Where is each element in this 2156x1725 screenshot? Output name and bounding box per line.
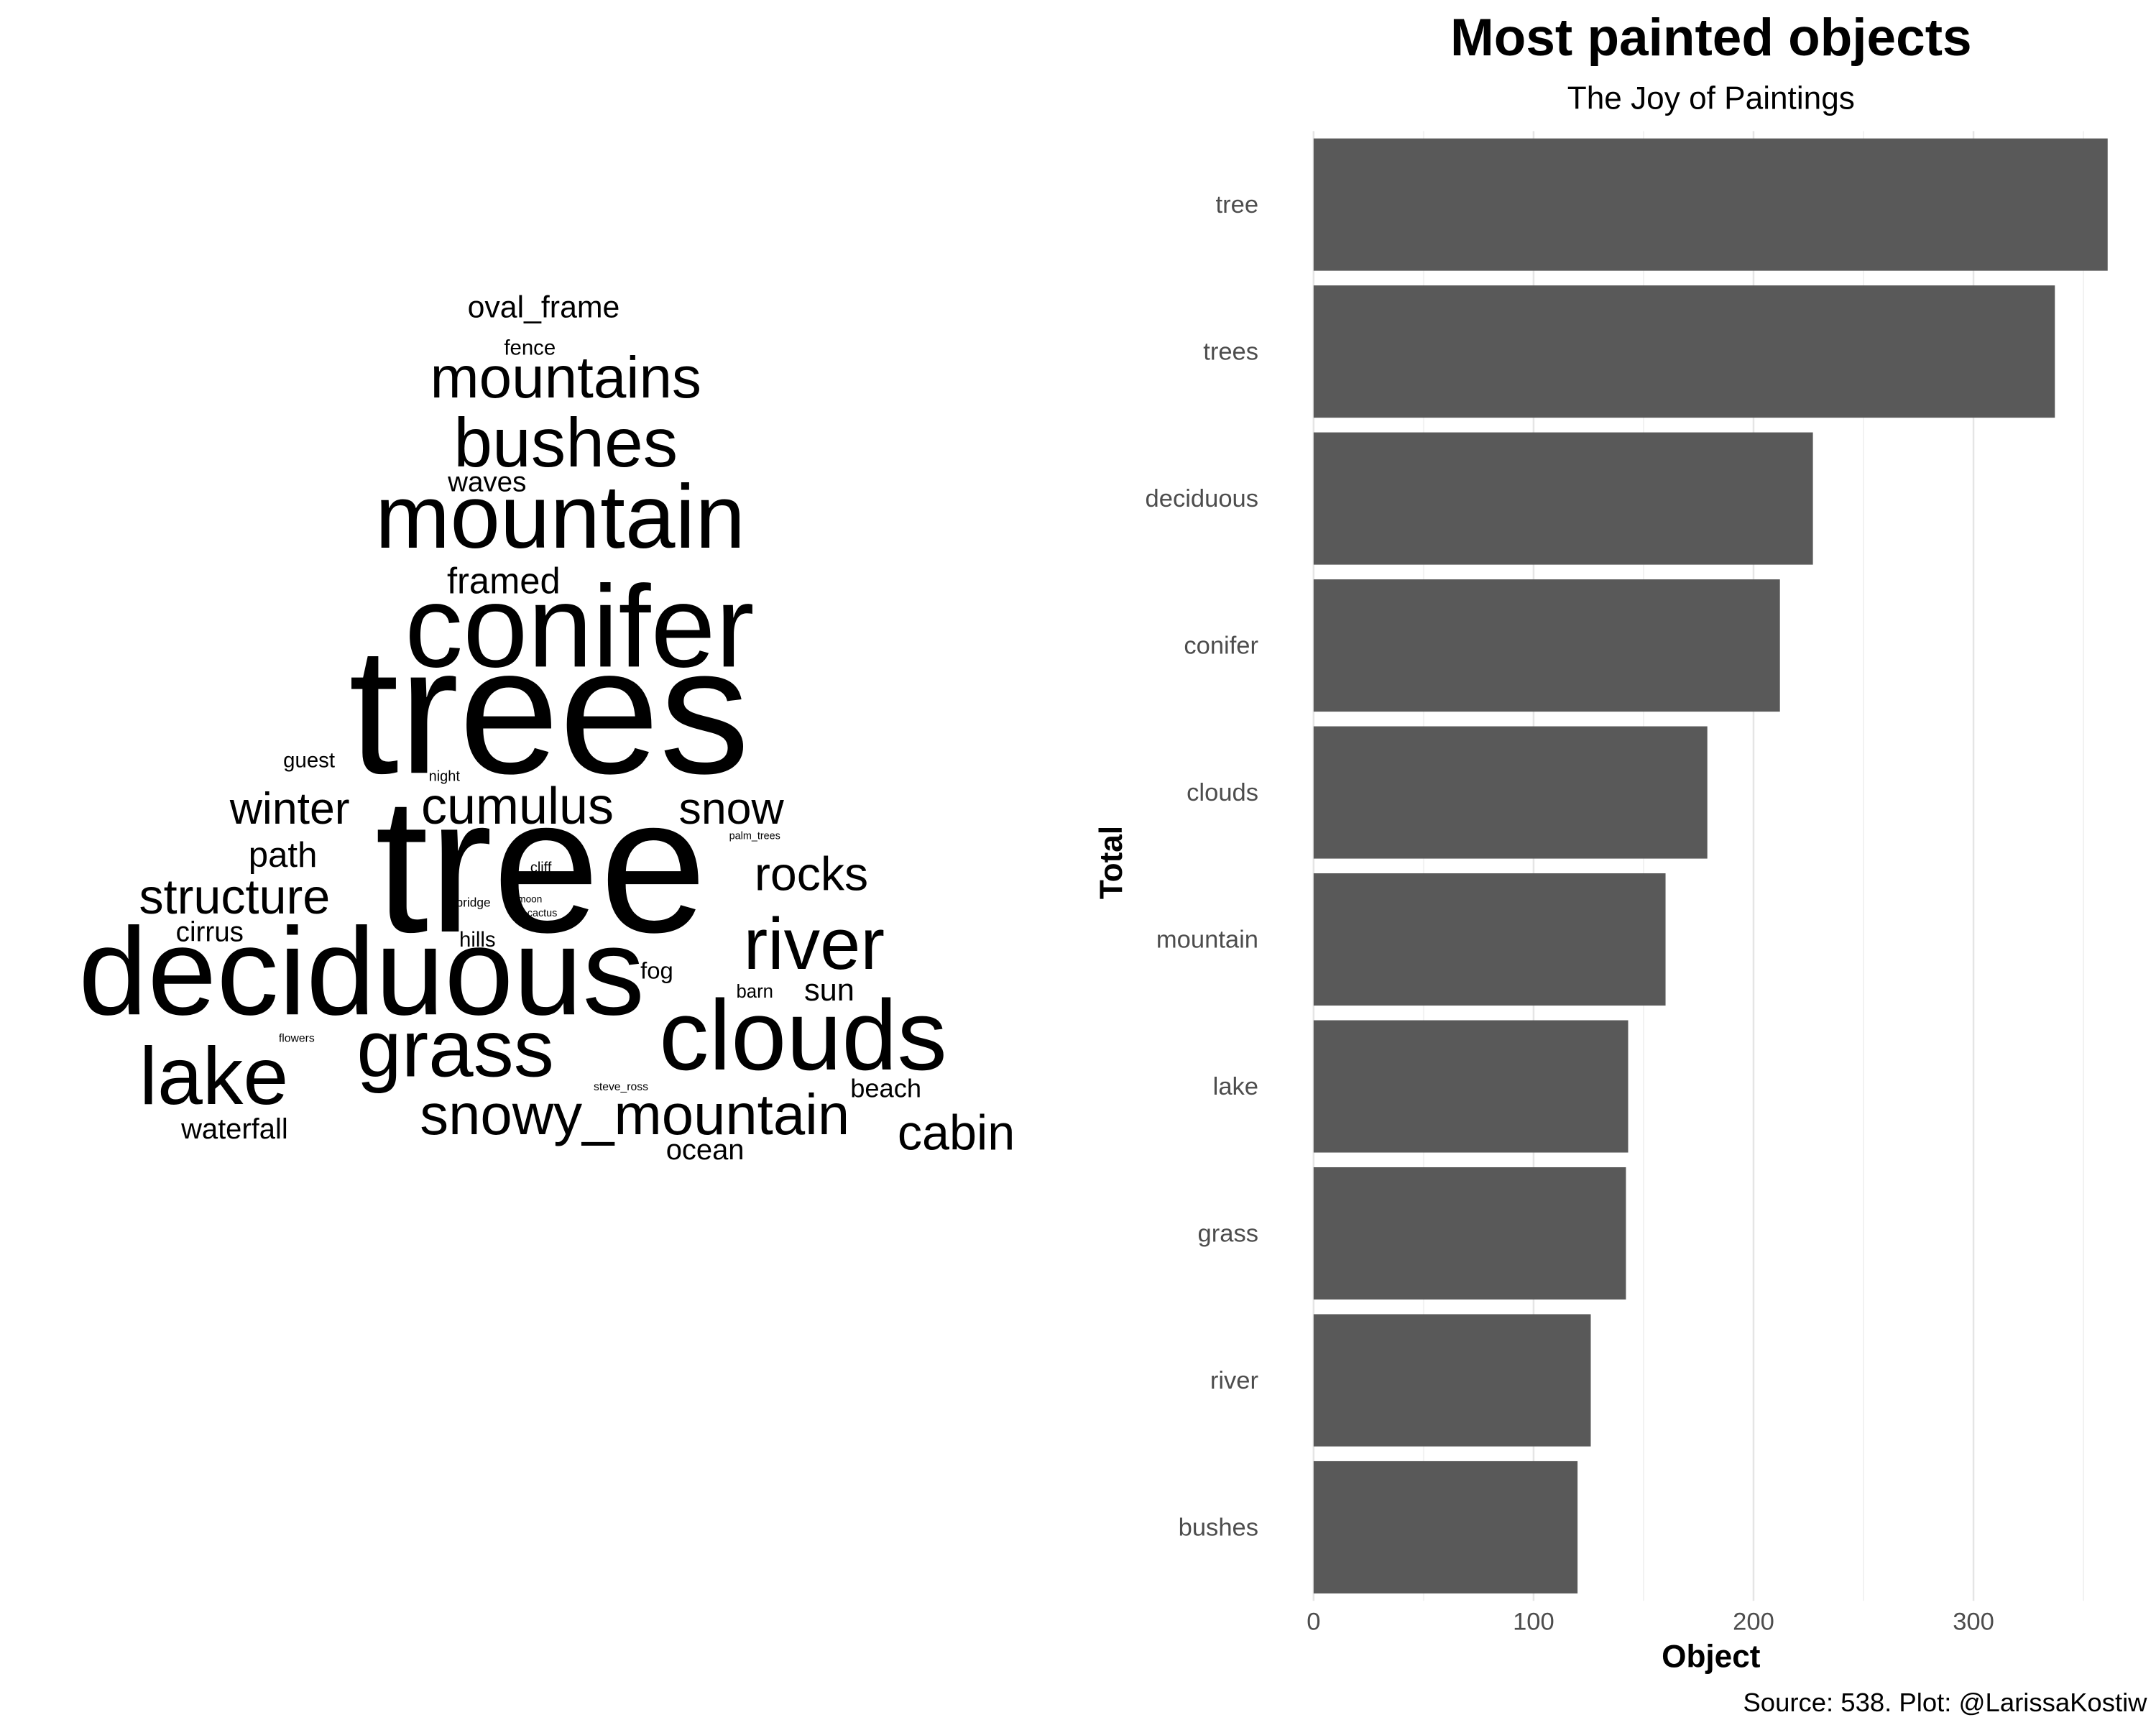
cloud-word: cabin [898, 1105, 1015, 1160]
y-tick-label: trees [1203, 339, 1258, 366]
cloud-word: river [744, 904, 885, 985]
cloud-word: sun [804, 973, 854, 1008]
cloud-word: ocean [666, 1134, 745, 1166]
cloud-word: grass [356, 1003, 554, 1094]
y-tick-label: mountain [1156, 926, 1258, 954]
cloud-word: fence [504, 336, 556, 359]
bar-chart: Most painted objects The Joy of Painting… [1094, 9, 2147, 1717]
cloud-word: bushes [453, 403, 678, 482]
cloud-word: bridge [456, 895, 491, 909]
cloud-word: trees [349, 610, 750, 811]
cloud-word: mountain [375, 466, 745, 567]
cloud-word: flowers [279, 1033, 315, 1045]
bar [1313, 1167, 1626, 1300]
cloud-word: beach [850, 1073, 921, 1103]
cloud-word: hills [459, 928, 496, 952]
y-tick-label: clouds [1187, 779, 1258, 806]
cloud-word: winter [229, 783, 350, 834]
bar [1313, 1020, 1628, 1153]
cloud-word: path [249, 836, 318, 875]
cloud-word: night [429, 769, 461, 785]
bar [1313, 726, 1708, 859]
cloud-word: waves [447, 467, 526, 498]
chart-title: Most painted objects [1450, 9, 1972, 67]
x-axis-title: Object [1662, 1639, 1761, 1674]
cloud-word: structure [139, 870, 330, 924]
y-tick-label: bushes [1179, 1514, 1258, 1541]
x-tick-label: 300 [1953, 1609, 1994, 1636]
cloud-word: guest [283, 749, 335, 773]
cloud-word: palm_trees [729, 830, 780, 842]
cloud-word: cirrus [176, 916, 244, 947]
cloud-word: clouds [659, 980, 947, 1091]
cloud-word: fog [640, 957, 673, 983]
cloud-word: cumulus [421, 778, 614, 835]
cloud-word: steve_ross [594, 1081, 648, 1093]
cloud-word: waterfall [180, 1113, 288, 1145]
y-tick-label: deciduous [1146, 485, 1259, 512]
x-tick-label: 0 [1307, 1609, 1320, 1636]
y-tick-label: river [1210, 1367, 1258, 1394]
cloud-word: framed [447, 561, 561, 602]
y-tick-label: tree [1216, 191, 1259, 218]
cloud-word: oval_frame [468, 290, 620, 325]
cloud-word: mountains [430, 345, 701, 410]
y-axis-title: Total [1094, 826, 1129, 899]
cloud-word: tree [375, 757, 707, 972]
bar [1313, 432, 1813, 565]
cloud-word: cactus [528, 908, 558, 919]
cloud-word: barn [736, 982, 773, 1002]
caption: Source: 538. Plot: @LarissaKostiw [1743, 1688, 2147, 1717]
y-tick-label: conifer [1184, 632, 1258, 660]
cloud-word: lake [139, 1031, 288, 1121]
cloud-word: rocks [755, 847, 868, 901]
cloud-word: snowy_mountain [420, 1082, 849, 1146]
cloud-word: moon [517, 894, 542, 905]
cloud-word: conifer [405, 561, 754, 691]
bar [1313, 285, 2055, 418]
cloud-word: snow [679, 783, 785, 834]
bar [1313, 1460, 1578, 1593]
bar [1313, 138, 2108, 271]
chart-subtitle: The Joy of Paintings [1567, 81, 1855, 116]
x-tick-label: 100 [1513, 1609, 1554, 1636]
bar [1313, 1314, 1591, 1447]
x-tick-label: 200 [1733, 1609, 1774, 1636]
y-tick-label: lake [1213, 1073, 1258, 1100]
cloud-word: cliff [530, 860, 552, 875]
bar [1313, 579, 1780, 712]
bar [1313, 873, 1666, 1006]
y-tick-label: grass [1198, 1220, 1258, 1248]
cloud-word: deciduous [78, 902, 645, 1041]
